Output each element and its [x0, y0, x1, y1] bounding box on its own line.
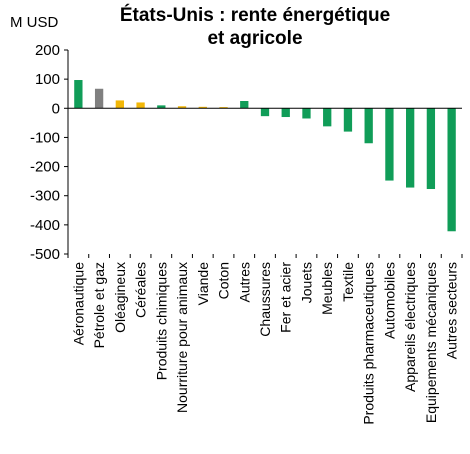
bar-10	[281, 108, 290, 118]
x-category-label: Coton	[216, 262, 232, 299]
y-tick-label: 0	[52, 100, 60, 117]
bar-12	[323, 108, 332, 127]
chart-title: États-Unis : rente énergétique et agrico…	[90, 4, 420, 50]
bar-2	[115, 100, 124, 109]
chart-title-line-2: et agricole	[207, 28, 303, 49]
y-tick-label: 100	[35, 71, 60, 88]
x-category-label: Textile	[340, 262, 356, 302]
y-axis: 200 100 0 -100 -200 -300 -400 -500	[30, 42, 69, 263]
bar-15	[385, 108, 394, 181]
chart-title-line-1: États-Unis : rente énergétique	[119, 5, 391, 26]
bar-1	[94, 88, 104, 109]
bar-8	[240, 101, 249, 109]
x-category-label: Chaussures	[257, 262, 273, 337]
x-category-label: Produits pharmaceutiques	[361, 262, 377, 425]
x-category-label: Nourriture pour animaux	[174, 262, 190, 413]
bar-7	[219, 107, 228, 109]
x-category-label: Equipements mécaniques	[423, 262, 439, 423]
x-category-label: Autres	[236, 262, 252, 302]
bar-6	[198, 106, 207, 109]
bar-17	[426, 108, 436, 190]
bar-13	[343, 108, 353, 132]
x-category-label: Autres secteurs	[444, 262, 460, 359]
bars	[74, 80, 456, 232]
y-tick-label: -300	[30, 188, 60, 205]
bar-3	[136, 102, 145, 109]
y-tick-label: -500	[30, 246, 60, 263]
bar-11	[302, 108, 311, 119]
y-tick-label: -400	[30, 217, 60, 234]
bar-18	[447, 108, 456, 232]
x-category-label: Aéronautique	[70, 262, 86, 346]
bar-4	[157, 105, 166, 109]
y-tick-label: 200	[35, 42, 60, 59]
x-axis-labels: Aéronautique Pétrole et gaz Oléagineux Céré…	[67, 254, 463, 425]
y-axis-unit-label: M USD	[10, 14, 59, 31]
bar-16	[406, 108, 415, 188]
x-category-label: Meubles	[319, 262, 335, 315]
bar-14	[364, 108, 373, 144]
x-category-label: Oléagineux	[112, 262, 128, 333]
x-category-label: Pétrole et gaz	[91, 262, 107, 348]
bar-9	[260, 108, 270, 117]
bar-5	[177, 106, 187, 109]
x-category-label: Viande	[195, 262, 211, 306]
x-category-label: Produits chimiques	[153, 262, 169, 380]
y-tick-label: -100	[30, 129, 60, 146]
y-tick-label: -200	[30, 159, 60, 176]
bar-0	[74, 80, 83, 109]
x-category-label: Appareils électriques	[402, 262, 418, 392]
x-category-label: Fer et acier	[278, 262, 294, 333]
x-category-label: Automobiles	[381, 262, 397, 339]
x-category-label: Céréales	[133, 262, 149, 318]
x-category-label: Jouets	[298, 262, 314, 303]
